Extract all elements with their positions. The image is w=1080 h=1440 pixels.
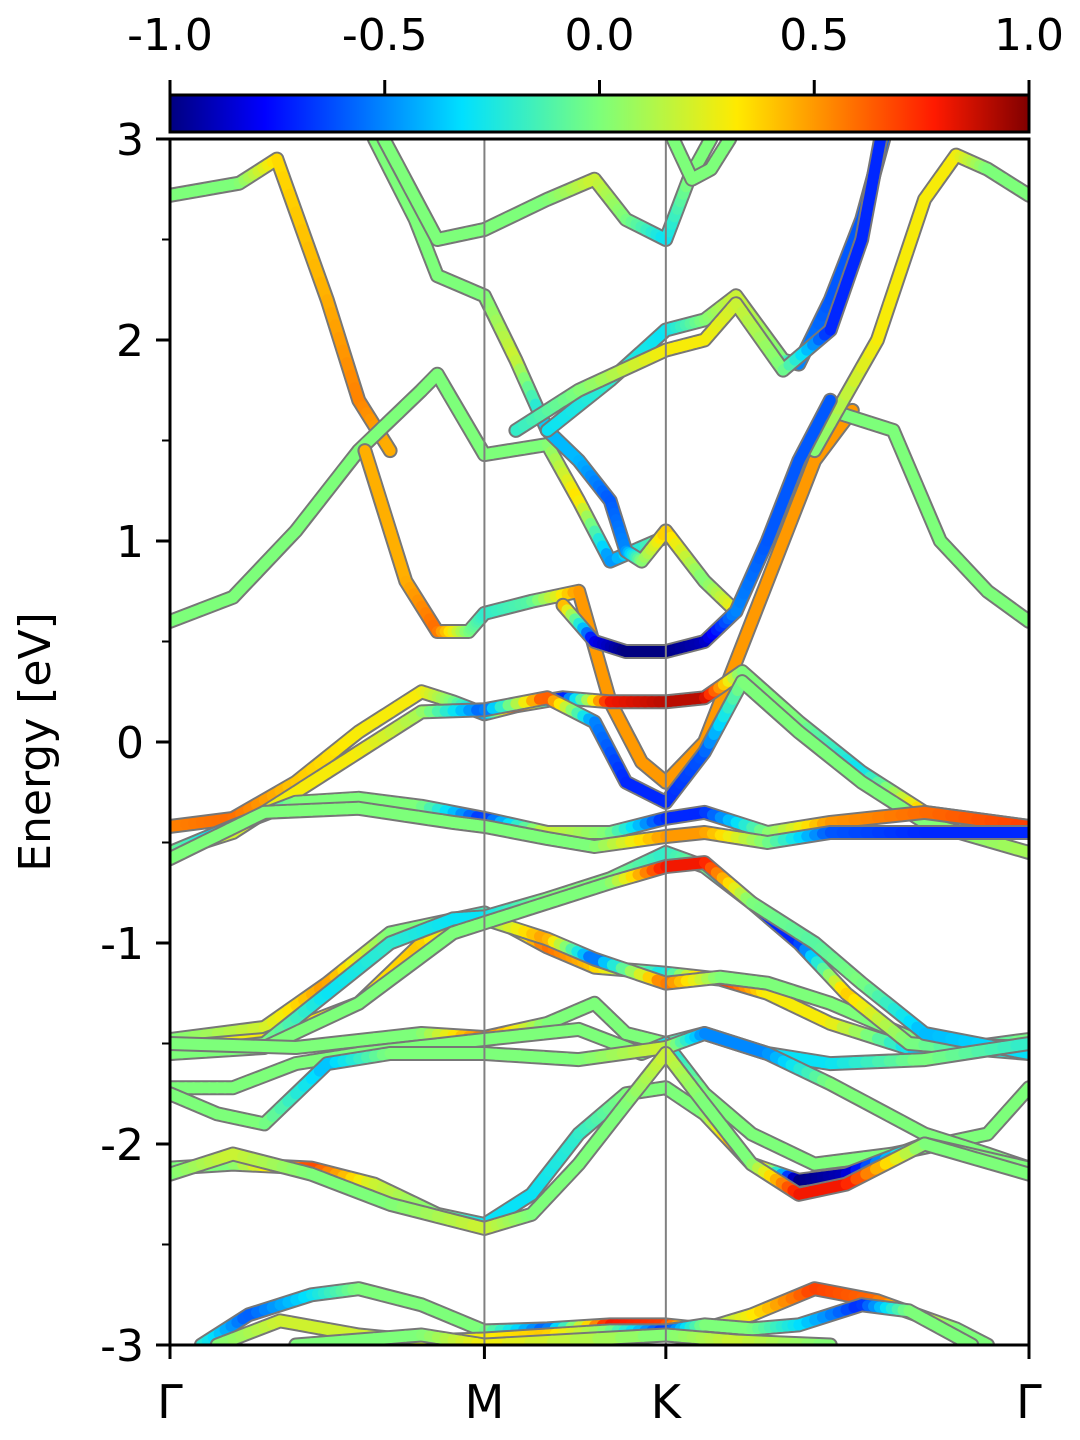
colorbar-ticks: -1.0 -0.5 0.0 0.5 1.0: [127, 10, 1064, 95]
high-symmetry-lines: [483, 139, 667, 1345]
colorbar-gradient: [168, 93, 1031, 134]
y-tick-label: 3: [116, 115, 144, 166]
band-2: [170, 366, 674, 629]
band-outline: [357, 402, 860, 790]
colorbar-tick-label: 0.0: [565, 10, 635, 61]
band-segment: [1010, 843, 1029, 858]
y-tick-label: 0: [116, 718, 144, 769]
plot-area: -3 -2 -1 0 1 2 3 Γ M K Γ Energy [eV]: [10, 115, 1042, 1429]
bands: [170, 139, 1029, 1345]
band-segment: [380, 438, 396, 457]
band-15: [170, 800, 1029, 867]
x-tick-label: K: [651, 1375, 683, 1429]
band-3: [357, 402, 860, 790]
colorbar-tick-label: 1.0: [994, 10, 1064, 61]
band-1: [170, 151, 398, 459]
colorbar: -1.0 -0.5 0.0 0.5 1.0: [127, 10, 1064, 134]
y-axis-label: Energy [eV]: [10, 612, 61, 872]
band-5: [376, 139, 719, 247]
band-9: [822, 402, 1029, 629]
band-segment: [820, 394, 836, 414]
band-10: [807, 147, 1029, 459]
y-tick-label: 1: [116, 517, 144, 568]
colorbar-tick-label: -0.5: [342, 10, 428, 61]
x-tick-label: Γ: [1016, 1375, 1042, 1429]
y-tick-label: 2: [116, 316, 144, 367]
band-7: [508, 139, 889, 438]
band-24: [170, 1046, 1029, 1236]
band-22: [170, 1026, 1029, 1176]
y-tick-label: -3: [100, 1321, 144, 1372]
band-19: [170, 855, 1029, 1061]
x-tick-label: M: [465, 1375, 505, 1429]
band-8: [665, 139, 738, 187]
band-segment: [872, 139, 887, 158]
band-segment: [1010, 1164, 1029, 1180]
colorbar-tick-label: 0.5: [779, 10, 849, 61]
y-axis: -3 -2 -1 0 1 2 3: [100, 115, 170, 1372]
y-tick-label: -1: [100, 919, 144, 970]
band-segment: [1010, 1038, 1029, 1051]
band-13: [170, 674, 1029, 860]
band-11: [555, 392, 838, 659]
y-tick-label: -2: [100, 1120, 144, 1171]
x-tick-label: Γ: [157, 1375, 183, 1429]
colorbar-tick-label: -1.0: [127, 10, 213, 61]
